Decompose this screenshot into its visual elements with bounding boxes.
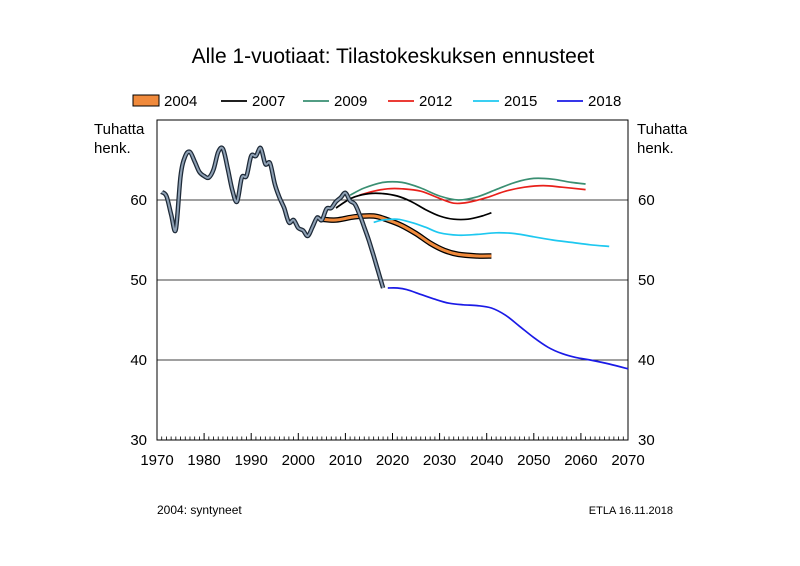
y-axis-label-left-line1: Tuhatta	[94, 121, 145, 138]
y-axis-label-right-line1: Tuhatta	[637, 121, 688, 138]
series-line-2012	[359, 184, 586, 205]
legend-label-2018: 2018	[588, 93, 621, 110]
y-tick-label-left-30: 30	[130, 432, 147, 449]
y-tick-label-left-50: 50	[130, 272, 147, 289]
y-tick-label-right-40: 40	[638, 352, 655, 369]
x-tick-label-2060: 2060	[564, 452, 597, 469]
series-line-2004	[321, 214, 492, 258]
x-tick-label-1980: 1980	[187, 452, 220, 469]
series-line-2015	[373, 218, 610, 248]
legend-label-2009: 2009	[334, 93, 367, 110]
x-tick-label-2050: 2050	[517, 452, 550, 469]
x-tick-label-2020: 2020	[376, 452, 409, 469]
x-tick-label-2070: 2070	[611, 452, 644, 469]
series-line-history	[161, 146, 385, 289]
x-tick-label-1990: 1990	[235, 452, 268, 469]
legend-label-2012: 2012	[419, 93, 452, 110]
legend-label-2015: 2015	[504, 93, 537, 110]
y-tick-label-right-50: 50	[638, 272, 655, 289]
y-axis-label-left-line2: henk.	[94, 140, 131, 157]
legend-label-2004: 2004	[164, 93, 197, 110]
series-line-2007	[335, 192, 492, 221]
x-tick-label-2040: 2040	[470, 452, 503, 469]
x-tick-label-1970: 1970	[140, 452, 173, 469]
y-tick-label-right-60: 60	[638, 192, 655, 209]
series-line-2009	[349, 177, 586, 201]
footnote: 2004: syntyneet	[157, 503, 242, 517]
x-tick-label-2010: 2010	[329, 452, 362, 469]
y-axis-label-right-line2: henk.	[637, 140, 674, 157]
legend-label-2007: 2007	[252, 93, 285, 110]
y-tick-label-right-30: 30	[638, 432, 655, 449]
source-note: ETLA 16.11.2018	[589, 505, 673, 517]
legend: 2004 2007 2009 2012 2015 2018	[132, 93, 621, 110]
legend-swatch-2004	[132, 94, 160, 107]
y-tick-label-left-40: 40	[130, 352, 147, 369]
series-group	[160, 145, 629, 370]
x-tick-label-2030: 2030	[423, 452, 456, 469]
y-tick-label-left-60: 60	[130, 192, 147, 209]
axes: 1970 1980 1990 2000 2010 2020 2030 2040 2050 2060…	[130, 192, 654, 469]
chart-title: Alle 1-vuotiaat: Tilastokeskuksen ennust…	[192, 45, 595, 68]
plot-area: 1970 1980 1990 2000 2010 2020 2030 2040 2050 2060…	[130, 119, 655, 469]
x-tick-label-2000: 2000	[282, 452, 315, 469]
series-line-2018	[387, 287, 629, 370]
